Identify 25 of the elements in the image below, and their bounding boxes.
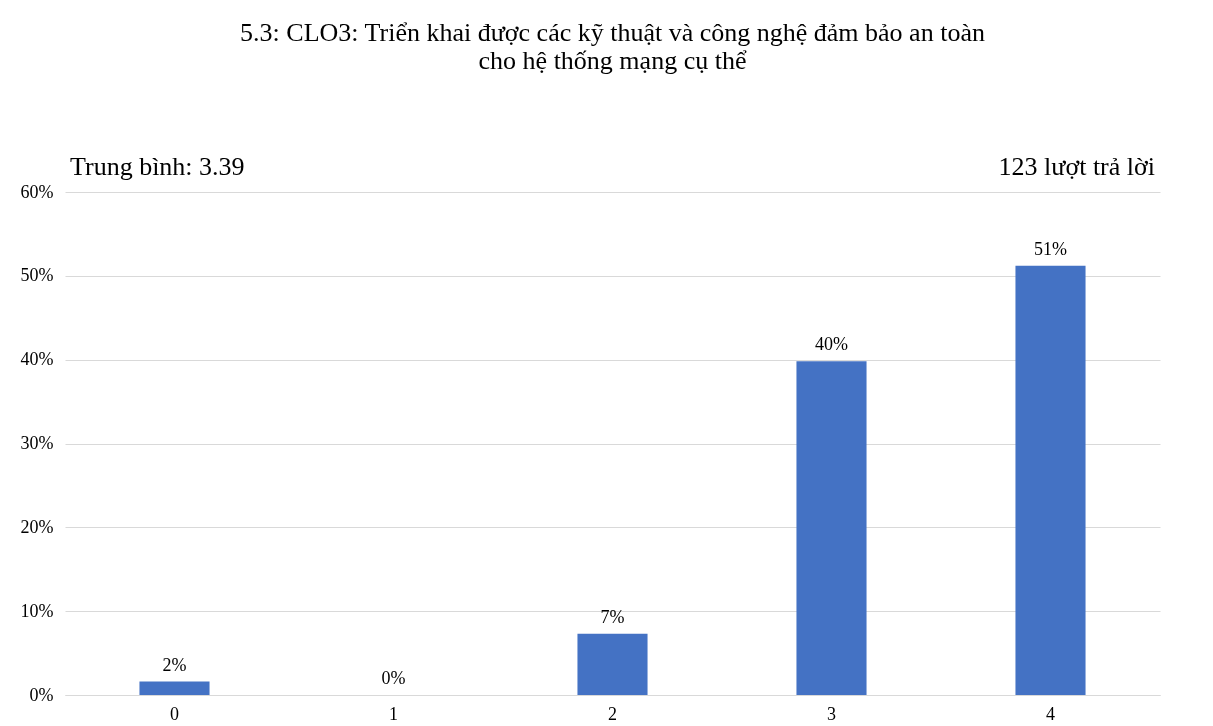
y-tick-label: 20% [20, 516, 54, 537]
bar [796, 361, 867, 695]
y-tick-label: 50% [20, 265, 54, 286]
bar [139, 681, 210, 695]
y-tick-label: 30% [20, 433, 54, 453]
y-tick-label: 0% [29, 684, 54, 705]
y-tick-label: 40% [20, 349, 54, 370]
data-label: 0% [381, 668, 406, 688]
bar [577, 633, 648, 695]
bar [1015, 265, 1086, 695]
x-tick-label: 2 [608, 703, 617, 724]
y-tick-label: 10% [20, 600, 54, 621]
data-label: 2% [162, 654, 187, 675]
data-label: 40% [815, 334, 848, 355]
y-tick-label: 60% [20, 181, 54, 202]
x-tick-label: 1 [389, 703, 398, 724]
text: cho hệ thống mạng cụ thể [478, 46, 747, 75]
text: Trung bình: 3.39 [70, 152, 245, 181]
text: 5.3: CLO3: Triển khai được các kỹ thuật và công nghệ đảm bảo an toàn [240, 18, 985, 47]
data-label: 51% [1034, 238, 1067, 259]
data-label: 7% [600, 606, 625, 627]
x-tick-label: 0 [170, 703, 179, 724]
text: 123 lượt trả lời [998, 152, 1155, 181]
x-tick-label: 3 [827, 703, 836, 724]
x-tick-label: 4 [1046, 703, 1055, 724]
